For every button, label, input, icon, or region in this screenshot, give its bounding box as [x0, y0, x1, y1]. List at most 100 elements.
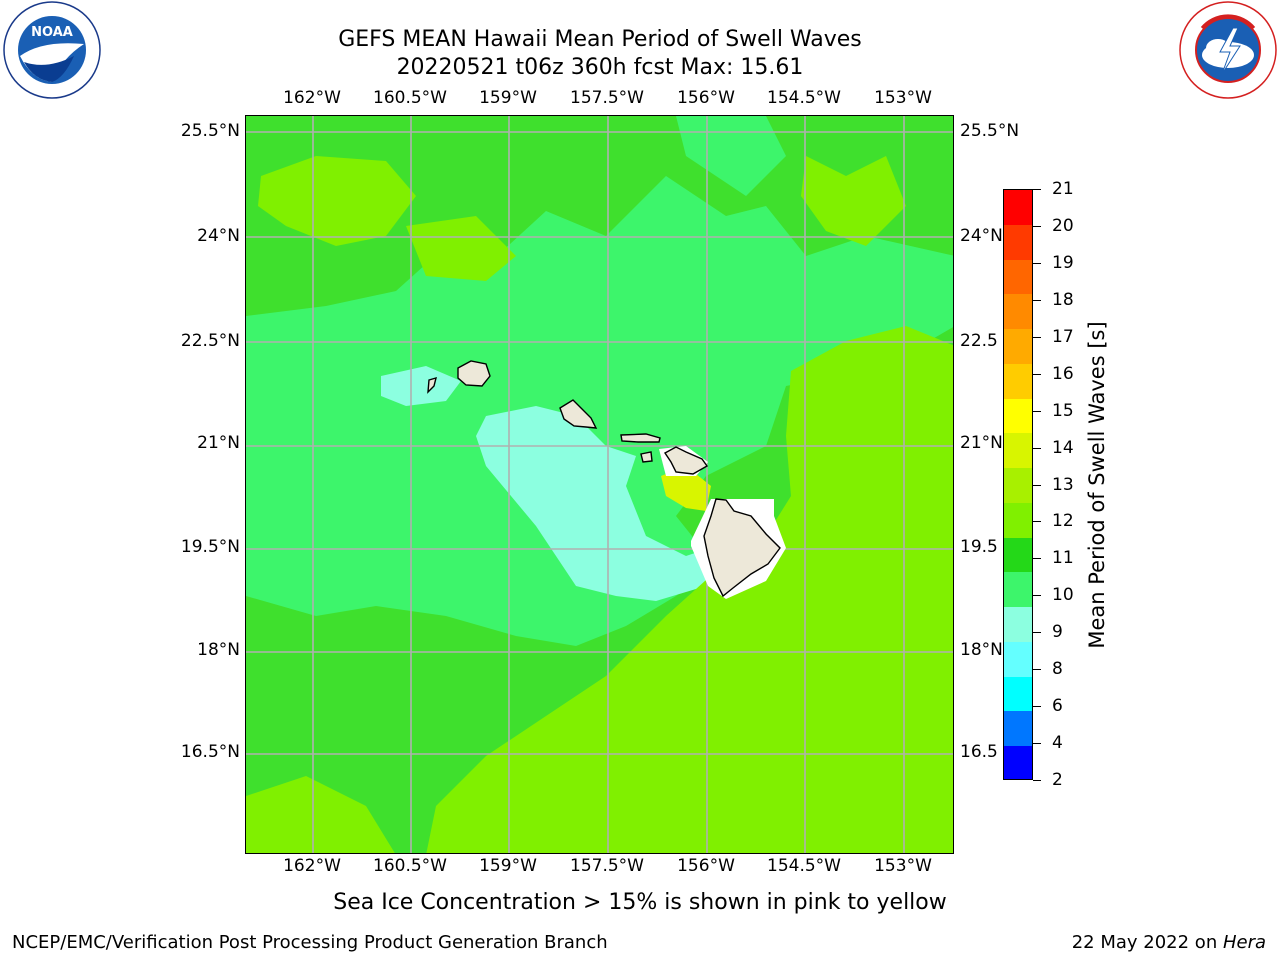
colorbar-tickmark	[1033, 595, 1041, 597]
colorbar-segment	[1004, 259, 1032, 295]
chart-title: GEFS MEAN Hawaii Mean Period of Swell Wa…	[338, 27, 862, 52]
footer-date-text: 22 May 2022 on	[1071, 932, 1223, 953]
field-12-13s-northcenter	[406, 216, 516, 281]
colorbar-segment	[1004, 329, 1032, 365]
field-9-10s-west	[381, 366, 461, 406]
top-tick-label: 154.5°W	[767, 88, 841, 108]
top-tick-label: 157.5°W	[570, 88, 644, 108]
colorbar-tickmark	[1033, 521, 1041, 523]
colorbar-tickmark	[1033, 410, 1041, 412]
colorbar-tick-label: 19	[1052, 252, 1074, 273]
colorbar-segment	[1004, 502, 1032, 539]
colorbar-tick-label: 13	[1052, 474, 1074, 495]
colorbar-tickmark	[1033, 299, 1041, 301]
right-tick-label: 22.5	[960, 331, 998, 351]
colorbar-tick-label: 15	[1052, 400, 1074, 421]
island-oahu	[559, 399, 598, 429]
hawaiian-islands	[427, 360, 781, 598]
sea-ice-caption: Sea Ice Concentration > 15% is shown in …	[333, 890, 947, 915]
colorbar-tick-label: 4	[1052, 733, 1063, 754]
colorbar-segment	[1004, 363, 1032, 400]
colorbar-tickmark	[1033, 743, 1041, 745]
colorbar-tickmark	[1033, 706, 1041, 708]
colorbar-segment	[1004, 468, 1032, 504]
colorbar-tick-label: 2	[1052, 770, 1063, 790]
colorbar-tickmark	[1033, 558, 1041, 560]
bot-tick-label: 160.5°W	[373, 856, 447, 876]
colorbar-tickmark	[1033, 632, 1041, 634]
right-tick-label: 18°N	[960, 640, 1003, 660]
colorbar-label: Mean Period of Swell Waves [s]	[1085, 321, 1109, 649]
field-9-10s	[476, 406, 716, 601]
right-tick-label: 24°N	[960, 226, 1003, 246]
colorbar-tickmark	[1033, 373, 1041, 375]
field-12-13s-north	[258, 156, 416, 246]
bot-tick-label: 156°W	[677, 856, 735, 876]
right-tick-label: 21°N	[960, 433, 1003, 453]
island-kauai	[457, 360, 491, 387]
top-tick-label: 153°W	[874, 88, 932, 108]
colorbar-segment	[1004, 433, 1032, 469]
colorbar-tick-label: 10	[1052, 585, 1074, 606]
colorbar-segment	[1004, 711, 1032, 747]
island-maui	[663, 446, 709, 475]
bot-tick-label: 154.5°W	[767, 856, 841, 876]
field-10-11s-north	[676, 116, 786, 196]
colorbar-tickmark	[1033, 262, 1041, 264]
footer-host: Hera	[1222, 932, 1266, 953]
island-niihau	[427, 376, 437, 394]
left-tick-label: 24°N	[197, 226, 240, 246]
top-tick-label: 159°W	[479, 88, 537, 108]
colorbar-tickmark	[1033, 447, 1041, 449]
colorbar-tick-label: 16	[1052, 363, 1074, 384]
colorbar-tick-label: 17	[1052, 326, 1074, 347]
colorbar-tick-label: 18	[1052, 289, 1074, 310]
left-tick-label: 21°N	[197, 433, 240, 453]
top-tick-label: 162°W	[283, 88, 341, 108]
colorbar-tickmark	[1033, 484, 1041, 486]
colorbar-tickmark	[1033, 336, 1041, 338]
bot-tick-label: 159°W	[479, 856, 537, 876]
colorbar-tick-label: 12	[1052, 511, 1074, 532]
colorbar-segment	[1004, 746, 1032, 779]
colorbar-segment	[1004, 572, 1032, 608]
footer-branch: NCEP/EMC/Verification Post Processing Pr…	[12, 932, 608, 953]
top-tick-label: 160.5°W	[373, 88, 447, 108]
map-field	[246, 116, 953, 853]
colorbar-segment	[1004, 224, 1032, 260]
right-tick-label: 19.5	[960, 537, 998, 557]
left-tick-label: 25.5°N	[180, 121, 240, 141]
colorbar-tickmark	[1033, 669, 1041, 671]
colorbar-segment	[1004, 641, 1032, 678]
map-gridlines	[246, 116, 953, 853]
field-10-11s	[246, 176, 953, 646]
island-molokai	[620, 433, 661, 443]
colorbar-tickmark	[1033, 189, 1041, 190]
noaa-logo-text: NOAA	[31, 25, 73, 40]
colorbar-segment	[1004, 398, 1032, 434]
colorbar-tick-label: 21	[1052, 179, 1074, 199]
top-tick-label: 156°W	[677, 88, 735, 108]
right-tick-label: 25.5°N	[960, 121, 1020, 141]
colorbar-tick-label: 9	[1052, 622, 1063, 643]
right-tick-label: 16.5	[960, 742, 998, 762]
left-tick-label: 16.5°N	[180, 742, 240, 762]
field-13-14s-wake	[661, 466, 711, 511]
colorbar-segment	[1004, 676, 1032, 712]
bot-tick-label: 153°W	[874, 856, 932, 876]
footer-date: 22 May 2022 on Hera	[1072, 932, 1266, 953]
bot-tick-label: 162°W	[283, 856, 341, 876]
colorbar	[1003, 189, 1033, 780]
bot-tick-label: 157.5°W	[570, 856, 644, 876]
colorbar-segment	[1004, 294, 1032, 330]
colorbar-segment	[1004, 607, 1032, 643]
chart-subtitle: 20220521 t06z 360h fcst Max: 15.61	[396, 55, 804, 80]
colorbar-tick-label: 11	[1052, 548, 1074, 569]
field-12-13s-east	[426, 326, 953, 853]
colorbar-segment	[1004, 190, 1032, 226]
left-tick-label: 22.5°N	[180, 331, 240, 351]
colorbar-tick-label: 8	[1052, 659, 1063, 680]
left-tick-label: 19.5°N	[180, 537, 240, 557]
field-12-13s-sw	[246, 776, 395, 853]
colorbar-tickmark	[1033, 780, 1041, 781]
